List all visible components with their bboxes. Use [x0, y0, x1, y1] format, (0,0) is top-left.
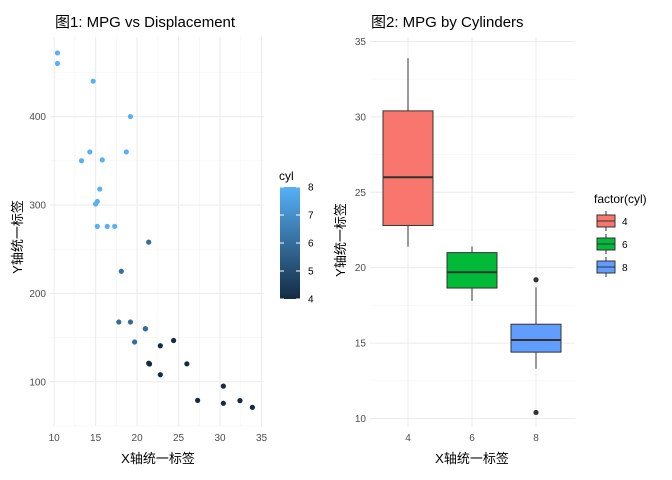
boxplot-y-tick: 15 — [355, 339, 367, 350]
scatter-x-ticks: 10 15 20 25 30 35 — [49, 433, 268, 444]
colorbar-label: 7 — [308, 211, 314, 222]
scatter-point — [127, 319, 134, 325]
scatter-y-tick: 100 — [29, 377, 46, 388]
boxplot-x-axis-label: X轴统一标签 — [435, 451, 509, 466]
scatter-point — [146, 239, 152, 245]
colorbar-ticks — [280, 186, 300, 300]
legend-label: 6 — [622, 240, 628, 251]
scatter-point — [132, 339, 138, 345]
scatter-point — [116, 319, 122, 325]
legend-label: 8 — [622, 263, 628, 274]
scatter-x-tick: 30 — [214, 433, 226, 444]
boxplot-x-tick: 8 — [533, 433, 539, 444]
scatter-major-grid — [50, 37, 264, 426]
boxplot-boxes — [382, 58, 562, 416]
box-outlier — [533, 277, 539, 283]
colorbar-labels: 8 7 6 5 4 — [308, 183, 314, 306]
colorbar-gradient — [280, 187, 300, 299]
scatter-point — [237, 398, 243, 404]
scatter-point — [99, 157, 105, 163]
scatter-point — [195, 397, 201, 403]
boxplot-y-axis-label: Y轴统一标签 — [333, 203, 348, 277]
scatter-x-tick: 15 — [90, 433, 102, 444]
boxplot-y-tick: 25 — [355, 188, 367, 199]
boxplot-y-tick: 10 — [355, 414, 367, 425]
colorbar-label: 8 — [308, 183, 314, 194]
colorbar-label: 6 — [308, 239, 314, 250]
scatter-point — [94, 223, 100, 229]
factor-cyl-legend: factor(cyl) 4 6 8 — [594, 192, 647, 277]
scatter-point — [157, 343, 163, 349]
scatter-y-ticks: 100 200 300 400 — [29, 112, 46, 388]
box-8-cyl — [510, 277, 562, 416]
scatter-point — [78, 158, 85, 164]
boxplot-y-tick: 20 — [355, 263, 367, 274]
scatter-y-tick: 400 — [29, 112, 46, 123]
scatter-title: 图1: MPG vs Displacement — [55, 14, 236, 31]
scatter-point — [104, 223, 110, 229]
legend-label: 4 — [622, 217, 628, 228]
boxplot-x-tick: 6 — [469, 433, 475, 444]
boxplot-major-grid — [370, 37, 575, 426]
scatter-minor-grid — [50, 37, 264, 427]
legend-key-4 — [596, 211, 616, 231]
scatter-point — [112, 223, 118, 229]
box-body — [446, 252, 498, 289]
scatter-point — [127, 113, 134, 120]
scatter-y-tick: 200 — [29, 289, 46, 300]
box-6-cyl — [446, 246, 498, 301]
scatter-point — [54, 50, 61, 56]
scatter-point — [118, 268, 124, 274]
colorbar-label: 5 — [308, 267, 314, 278]
boxplot-y-tick: 35 — [355, 37, 367, 48]
scatter-y-tick: 300 — [29, 200, 46, 211]
boxplot-panel: 图2: MPG by Cylinders 4 6 8 10 15 20 25 3… — [333, 14, 647, 466]
boxplot-x-tick: 4 — [405, 433, 411, 444]
scatter-points — [54, 50, 255, 410]
scatter-point — [146, 360, 152, 366]
scatter-x-tick: 10 — [49, 433, 61, 444]
legend-key-6 — [596, 234, 616, 254]
colorbar-title: cyl — [279, 169, 294, 183]
scatter-x-tick: 25 — [173, 433, 185, 444]
legend-keys — [596, 211, 616, 277]
scatter-panel: 图1: MPG vs Displacement 10 15 20 25 30 3… — [10, 14, 314, 466]
box-4-cyl — [382, 58, 434, 247]
scatter-point — [90, 78, 96, 84]
scatter-point — [142, 326, 148, 332]
scatter-point — [184, 361, 190, 367]
boxplot-title: 图2: MPG by Cylinders — [371, 14, 524, 31]
scatter-point — [54, 60, 61, 67]
scatter-point — [220, 400, 226, 406]
cyl-colorbar-legend: cyl 8 7 6 5 4 — [279, 169, 314, 306]
box-body — [382, 110, 434, 226]
scatter-x-axis-label: X轴统一标签 — [121, 451, 195, 466]
box-outlier — [533, 409, 539, 416]
scatter-point — [87, 149, 93, 155]
boxplot-y-tick: 30 — [355, 112, 367, 123]
scatter-point — [97, 186, 103, 192]
scatter-point — [170, 337, 177, 344]
boxplot-x-ticks: 4 6 8 — [405, 433, 539, 444]
scatter-y-axis-label: Y轴统一标签 — [10, 200, 25, 274]
legend-labels: 4 6 8 — [622, 217, 628, 274]
scatter-x-tick: 35 — [256, 433, 268, 444]
legend-key-8 — [596, 257, 616, 277]
colorbar-label: 4 — [308, 295, 314, 306]
box-body — [510, 323, 562, 353]
scatter-point — [93, 201, 99, 207]
scatter-point — [157, 372, 163, 378]
boxplot-y-ticks: 10 15 20 25 30 35 — [355, 37, 367, 425]
legend-title: factor(cyl) — [594, 192, 647, 206]
scatter-point — [220, 383, 226, 389]
scatter-point — [249, 404, 255, 410]
scatter-point — [123, 149, 129, 155]
scatter-x-tick: 20 — [132, 433, 144, 444]
